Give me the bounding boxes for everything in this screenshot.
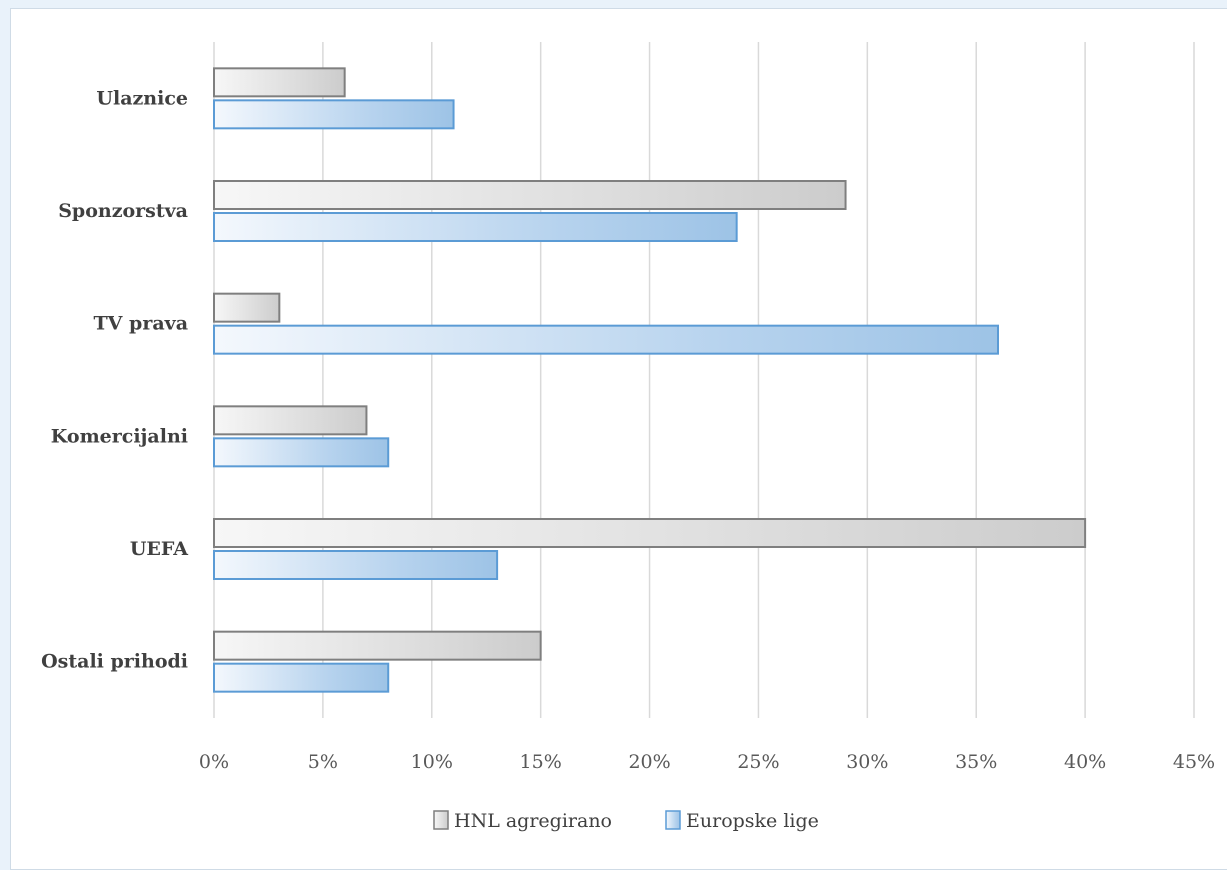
bar-hnl bbox=[213, 67, 346, 98]
category-label: Sponzorstva bbox=[58, 200, 188, 222]
x-tick-label: 25% bbox=[737, 751, 779, 773]
legend-swatch bbox=[665, 810, 681, 830]
bars bbox=[213, 67, 1087, 693]
x-tick-label: 20% bbox=[628, 751, 670, 773]
bar-hnl bbox=[213, 518, 1087, 548]
gridlines bbox=[213, 42, 1195, 718]
category-label: Ostali prihodi bbox=[41, 651, 188, 673]
category-labels: Ulaznice Sponzorstva TV prava Komercijalni U… bbox=[41, 87, 188, 672]
bar-europe bbox=[213, 99, 455, 130]
bar-hnl bbox=[213, 630, 542, 661]
bar-europe bbox=[213, 437, 390, 468]
x-tick-label: 35% bbox=[955, 751, 997, 773]
bar-europe bbox=[213, 550, 499, 580]
category-label: Ulaznice bbox=[96, 87, 188, 109]
x-tick-label: 0% bbox=[199, 751, 229, 773]
bar-europe bbox=[213, 662, 390, 693]
legend-label: HNL agregirano bbox=[454, 810, 612, 832]
chart-frame bbox=[10, 8, 1227, 870]
bar-hnl bbox=[213, 405, 368, 436]
legend-swatch bbox=[433, 810, 449, 830]
bar-hnl bbox=[213, 180, 847, 210]
x-tick-label: 45% bbox=[1173, 751, 1215, 773]
bar-hnl bbox=[213, 292, 281, 323]
x-tick-label: 15% bbox=[520, 751, 562, 773]
category-label: Komercijalni bbox=[51, 425, 188, 447]
legend: HNL agregirano Europske lige bbox=[433, 810, 819, 832]
x-tick-labels: 0% 5% 10% 15% 20% 25% 30% 35% 40% 45% bbox=[199, 751, 1215, 773]
x-tick-label: 40% bbox=[1064, 751, 1106, 773]
x-tick-label: 10% bbox=[411, 751, 453, 773]
bar-europe bbox=[213, 212, 738, 242]
x-tick-label: 30% bbox=[846, 751, 888, 773]
x-tick-label: 5% bbox=[308, 751, 338, 773]
bar-europe bbox=[213, 324, 999, 355]
category-label: UEFA bbox=[130, 538, 188, 560]
legend-label: Europske lige bbox=[686, 810, 819, 832]
category-label: TV prava bbox=[94, 313, 188, 335]
